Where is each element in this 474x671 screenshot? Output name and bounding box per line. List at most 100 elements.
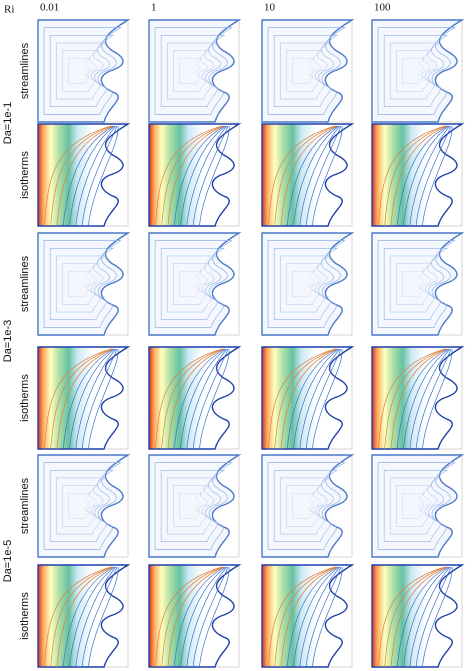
streamline [56,255,107,313]
streamline [286,263,323,305]
streamline [49,248,115,320]
isotherm [50,566,113,668]
isotherm [186,125,228,227]
streamline [43,240,122,328]
isotherm [384,125,447,227]
streamline-panel [37,454,131,558]
panel-domain [37,346,131,450]
isotherm [312,348,343,450]
isotherm [62,125,115,227]
streamline-panel [261,19,355,123]
panel-domain [148,123,242,227]
isotherm [173,125,226,227]
isotherm [186,566,228,668]
streamline [49,35,115,107]
streamline [273,248,339,320]
streamline [160,248,226,320]
isotherm [154,566,223,668]
isotherm [56,125,114,227]
streamline-panel [37,232,131,336]
streamline [68,271,92,297]
isotherm-panel [371,346,465,450]
streamline [383,470,449,542]
streamline [160,470,226,542]
streamline [292,271,316,297]
streamline [56,477,107,535]
isotherm [299,348,341,450]
isotherm [286,566,339,668]
isotherm-panel [148,346,242,450]
isotherm-panel [148,123,242,227]
isotherm [75,348,117,450]
isotherm [88,348,119,450]
row-label: streamlines [19,42,31,99]
isotherm-panel [371,564,465,668]
streamline [56,42,107,100]
streamline [62,263,99,305]
isotherm [167,125,225,227]
panel-domain [371,123,465,227]
panel-domain [148,346,242,450]
isotherm [409,566,451,668]
isotherm [415,566,452,668]
isotherm [161,348,224,450]
streamline [377,240,456,328]
panel-domain [371,346,465,450]
isotherm [286,348,339,450]
streamline-panel [148,232,242,336]
streamline [62,50,99,92]
streamline [62,485,99,527]
streamline-panel [371,19,465,123]
isotherm [377,348,446,450]
isotherm [403,566,450,668]
streamline [273,470,339,542]
isotherm-panel [261,346,355,450]
isotherm [422,125,453,227]
isotherm [161,125,224,227]
isotherm [305,566,342,668]
isotherm [280,566,338,668]
streamline [179,58,203,84]
streamline [167,255,218,313]
streamline [154,462,233,550]
isotherm [396,125,449,227]
isotherm [390,125,448,227]
isotherm [274,348,337,450]
streamline [390,42,441,100]
streamline [280,477,331,535]
isotherm [409,348,451,450]
streamline [390,255,441,313]
isotherm [50,125,113,227]
streamline [267,27,346,115]
panel-domain [261,123,355,227]
column-label: 100 [374,2,391,14]
isotherm [56,566,114,668]
isotherm [75,125,117,227]
panel-domain [371,564,465,668]
streamline-panel [371,232,465,336]
isotherm [173,566,226,668]
isotherm [192,348,229,450]
isotherm [403,348,450,450]
isotherm [43,125,112,227]
streamline [160,35,226,107]
isotherm [43,348,112,450]
isotherm [299,566,341,668]
isotherm [199,348,230,450]
isotherm [267,125,336,227]
streamline [383,35,449,107]
isotherm [180,348,227,450]
streamline [179,271,203,297]
isotherm [422,566,453,668]
row-label: isotherms [19,374,31,422]
streamline [68,58,92,84]
isotherm [286,125,339,227]
isotherm [267,348,336,450]
isotherm [377,566,446,668]
isotherm [88,125,119,227]
isotherm [415,348,452,450]
isotherm [305,125,342,227]
streamline [43,27,122,115]
streamline [396,485,433,527]
